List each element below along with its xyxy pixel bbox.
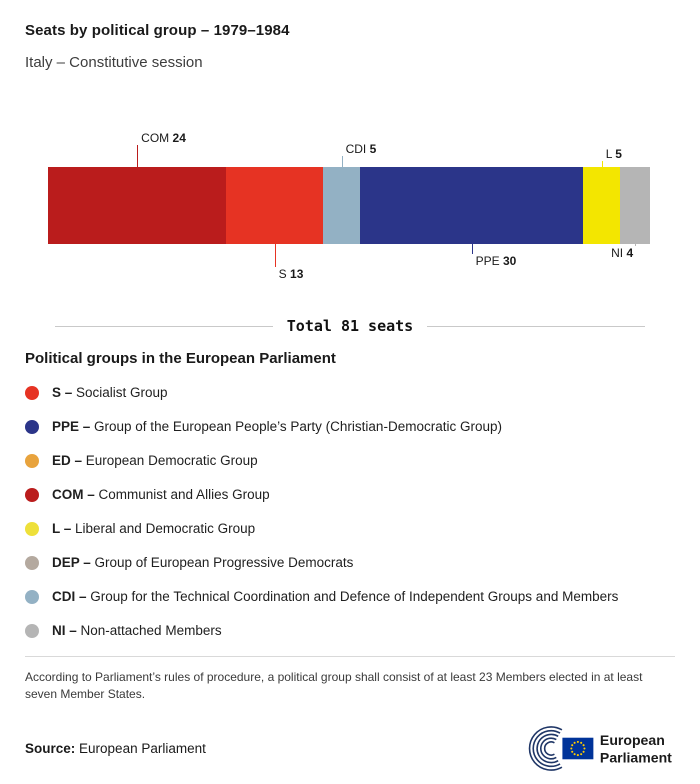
legend-item-ppe: PPE – Group of the European People’s Par… [25, 418, 675, 435]
callout-label-com: COM 24 [141, 131, 186, 145]
callout-label-l: L 5 [605, 147, 622, 161]
footnote-text: According to Parliament’s rules of proce… [25, 670, 643, 701]
page-footer: Source: European Parliament [25, 725, 675, 772]
legend-item-cdi: CDI – Group for the Technical Coordinati… [25, 588, 675, 605]
legend-dot-icon-ed [25, 453, 39, 468]
callout-line-s [274, 244, 276, 267]
bar-segment-l [583, 167, 621, 244]
total-rule-right [427, 325, 645, 327]
callout-line-ppe [471, 244, 473, 254]
legend-label-ppe: PPE – Group of the European People’s Par… [52, 419, 502, 434]
callout-line-ni [635, 244, 637, 246]
legend-dot-icon-ppe [25, 419, 39, 434]
legend-item-ni: NI – Non-attached Members [25, 622, 675, 639]
legend-dot-icon-com [25, 487, 39, 502]
callout-line-cdi [341, 156, 343, 167]
callout-line-com [137, 145, 139, 167]
bar-segment-ppe [360, 167, 584, 244]
legend-dot-icon-cdi [25, 589, 39, 604]
source-label: Source: [25, 741, 76, 756]
seats-stacked-bar-chart: COM 24 S 13 CDI 5 PPE 30 L 5 NI 4 [48, 131, 650, 281]
callout-label-cdi: CDI 5 [345, 142, 377, 156]
logo-text-line2: Parliament [600, 750, 672, 766]
legend-item-dep: DEP – Group of European Progressive Demo… [25, 554, 675, 571]
legend-dot-icon-s [25, 385, 39, 400]
legend-list: S – Socialist Group PPE – Group of the Eu… [25, 384, 675, 639]
bar-segment-s [226, 167, 323, 244]
footnote-divider [25, 656, 675, 657]
legend-label-l: L – Liberal and Democratic Group [52, 521, 256, 536]
legend-item-ed: ED – European Democratic Group [25, 452, 675, 469]
bar-segment-ni [620, 167, 650, 244]
callout-label-ppe: PPE 30 [475, 254, 517, 268]
total-seats-label: Total 81 seats [286, 317, 414, 335]
european-parliament-logo-icon: European Parliament [528, 726, 672, 771]
legend-label-ni: NI – Non-attached Members [52, 623, 222, 638]
callout-label-ni: NI 4 [611, 246, 634, 260]
legend-heading: Political groups in the European Parliam… [25, 350, 336, 367]
legend-dot-icon-ni [25, 623, 39, 638]
legend-item-l: L – Liberal and Democratic Group [25, 520, 675, 537]
eu-flag-icon [562, 737, 594, 760]
legend-dot-icon-dep [25, 555, 39, 570]
legend-label-dep: DEP – Group of European Progressive Demo… [52, 555, 354, 570]
callout-label-s: S 13 [278, 267, 304, 281]
legend-dot-icon-l [25, 521, 39, 536]
legend-label-com: COM – Communist and Allies Group [52, 487, 270, 502]
legend-item-com: COM – Communist and Allies Group [25, 486, 675, 503]
page-title: Seats by political group – 1979–1984 [25, 22, 290, 39]
legend-label-cdi: CDI – Group for the Technical Coordinati… [52, 589, 619, 604]
legend-label-s: S – Socialist Group [52, 385, 168, 400]
page-subtitle: Italy – Constitutive session [25, 54, 203, 71]
logo-text-line1: European [600, 732, 665, 748]
stacked-bar [48, 167, 650, 244]
total-seats-row: Total 81 seats [55, 317, 645, 335]
bar-segment-com [48, 167, 227, 244]
source-line: Source: European Parliament [25, 741, 206, 756]
source-value: European Parliament [79, 741, 206, 756]
hemicycle-arcs-icon [528, 726, 563, 771]
total-rule-left [55, 325, 273, 327]
legend-label-ed: ED – European Democratic Group [52, 453, 258, 468]
european-parliament-logo: European Parliament [523, 725, 675, 772]
legend-item-s: S – Socialist Group [25, 384, 675, 401]
bar-segment-cdi [322, 167, 361, 244]
